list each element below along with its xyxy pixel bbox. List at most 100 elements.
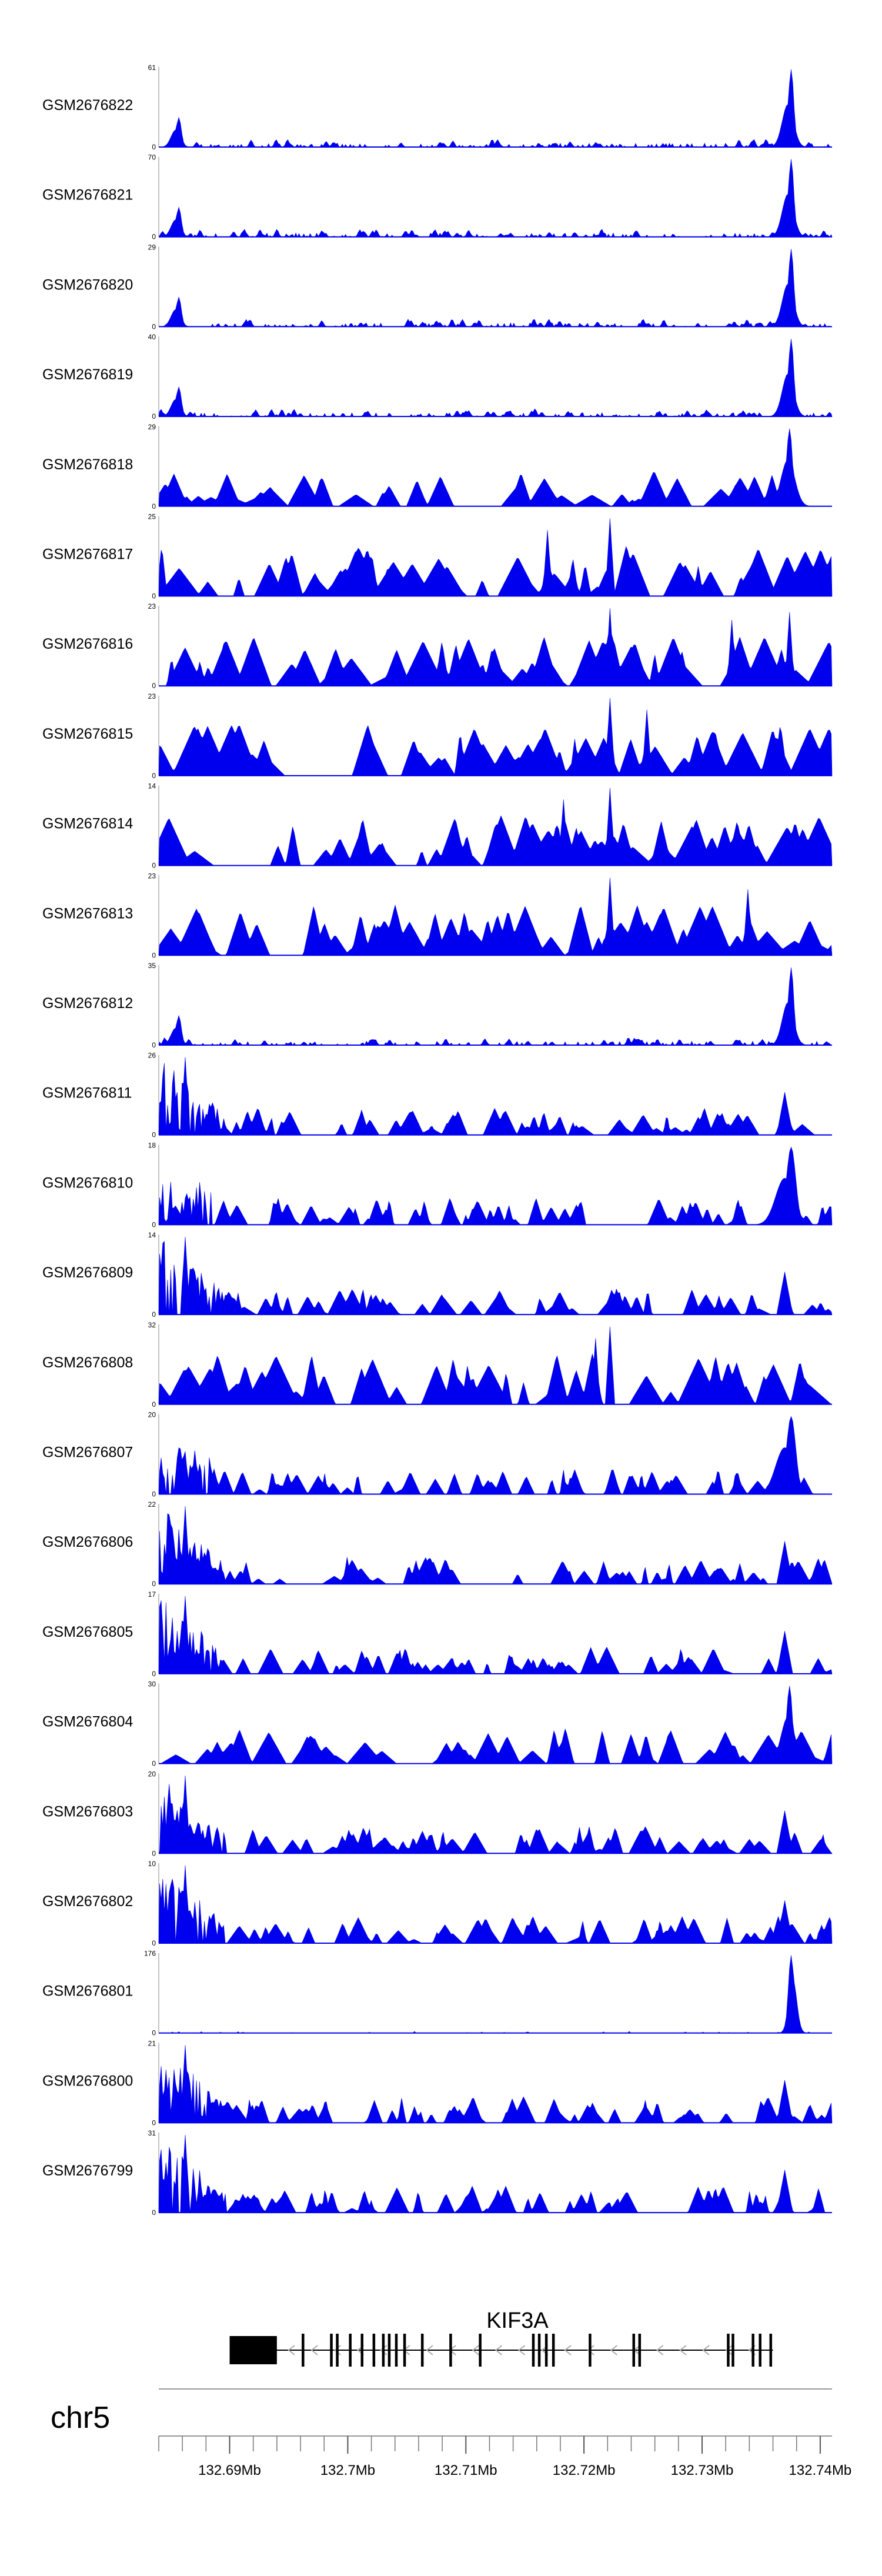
coverage-area xyxy=(158,1776,833,1854)
track-ymax-label: 40 xyxy=(148,333,156,341)
track-ymin-label: 0 xyxy=(152,1580,156,1588)
coverage-area xyxy=(159,608,833,686)
strand-arrow xyxy=(679,2345,687,2355)
track-GSM2676799: GSM2676799 31 0 xyxy=(42,2129,832,2217)
coverage-area xyxy=(159,1955,832,2034)
strand-arrow xyxy=(426,2345,433,2355)
axis-tick-label: 132.73Mb xyxy=(671,2462,734,2478)
coverage-area xyxy=(158,339,833,417)
track-label: GSM2676809 xyxy=(42,1264,133,1281)
track-ymax-label: 17 xyxy=(148,1590,156,1599)
gene-exon xyxy=(552,2334,555,2367)
coverage-area xyxy=(158,1237,833,1315)
track-ymin-label: 0 xyxy=(152,951,156,959)
gene-model-kif3a: KIF3A xyxy=(229,2308,773,2367)
track-ymin-label: 0 xyxy=(152,1760,156,1768)
track-label: GSM2676799 xyxy=(42,2163,133,2179)
track-ymax-label: 25 xyxy=(148,513,156,521)
track-ymax-label: 18 xyxy=(148,1141,156,1149)
track-GSM2676800: GSM2676800 21 0 xyxy=(42,2039,833,2127)
track-label: GSM2676803 xyxy=(42,1803,133,1820)
axis-tick-label: 132.71Mb xyxy=(435,2462,497,2478)
axis-tick-label: 132.7Mb xyxy=(320,2462,375,2478)
track-GSM2676821: GSM2676821 70 0 xyxy=(42,154,833,241)
track-ymax-label: 22 xyxy=(148,1500,156,1509)
track-GSM2676815: GSM2676815 23 0 xyxy=(42,692,833,780)
strand-arrow xyxy=(610,2345,618,2355)
strand-arrow xyxy=(725,2345,733,2355)
track-label: GSM2676811 xyxy=(42,1085,132,1102)
track-ymax-label: 10 xyxy=(148,1860,156,1868)
track-ymin-label: 0 xyxy=(152,1849,156,1857)
strand-arrow xyxy=(587,2345,594,2355)
track-GSM2676804: GSM2676804 30 0 xyxy=(42,1680,833,1768)
gene-exon xyxy=(330,2334,333,2367)
coverage-area xyxy=(158,1146,833,1225)
gene-utr-block xyxy=(229,2336,277,2364)
track-ymin-label: 0 xyxy=(152,233,156,241)
track-ymax-label: 23 xyxy=(148,872,156,880)
track-ymax-label: 32 xyxy=(148,1321,156,1329)
track-label: GSM2676800 xyxy=(42,2073,133,2089)
gene-exon xyxy=(632,2334,636,2367)
gene-exon xyxy=(382,2334,385,2367)
track-ymin-label: 0 xyxy=(152,1670,156,1678)
track-ymax-label: 30 xyxy=(148,1680,156,1689)
gene-exon xyxy=(403,2334,406,2367)
gene-exon xyxy=(420,2334,424,2367)
coverage-area xyxy=(158,1506,833,1584)
track-GSM2676816: GSM2676816 23 0 xyxy=(42,602,833,690)
track-ymin-label: 0 xyxy=(152,2118,156,2127)
track-ymax-label: 14 xyxy=(148,782,156,790)
track-label: GSM2676805 xyxy=(42,1624,133,1640)
track-ymax-label: 61 xyxy=(148,64,156,72)
gene-exon xyxy=(479,2334,482,2367)
track-ymin-label: 0 xyxy=(152,1131,156,1139)
track-GSM2676812: GSM2676812 35 0 xyxy=(42,962,833,1049)
track-GSM2676817: GSM2676817 25 0 xyxy=(42,513,833,600)
track-label: GSM2676822 xyxy=(42,97,133,114)
track-ymin-label: 0 xyxy=(152,1400,156,1409)
track-GSM2676802: GSM2676802 10 0 xyxy=(42,1860,833,1947)
gene-exon xyxy=(395,2334,398,2367)
strand-arrow xyxy=(380,2345,387,2355)
gene-exon xyxy=(387,2334,391,2367)
track-GSM2676819: GSM2676819 40 0 xyxy=(42,333,833,421)
track-label: GSM2676815 xyxy=(42,726,133,742)
track-label: GSM2676820 xyxy=(42,276,133,293)
track-ymax-label: 23 xyxy=(148,602,156,610)
strand-arrow xyxy=(472,2345,479,2355)
gene-exon xyxy=(449,2334,452,2367)
coverage-area xyxy=(158,518,833,596)
track-label: GSM2676821 xyxy=(42,187,133,203)
track-ymax-label: 21 xyxy=(148,2039,156,2047)
strand-arrow xyxy=(310,2345,318,2355)
coverage-area xyxy=(158,428,832,507)
track-GSM2676820: GSM2676820 29 0 xyxy=(42,243,832,331)
track-ymin-label: 0 xyxy=(152,1939,156,1947)
track-ymax-label: 31 xyxy=(148,2129,156,2137)
chromosome-label: chr5 xyxy=(51,2401,110,2435)
gene-exon xyxy=(638,2334,642,2367)
gene-exon xyxy=(372,2334,376,2367)
track-label: GSM2676814 xyxy=(42,816,133,832)
gene-exon xyxy=(302,2334,305,2367)
track-ymin-label: 0 xyxy=(152,412,156,421)
gene-exon xyxy=(731,2334,734,2367)
track-label: GSM2676817 xyxy=(42,546,133,563)
coverage-tracks: GSM2676822610GSM2676821700GSM2676820290G… xyxy=(42,64,833,2217)
strand-arrow xyxy=(495,2345,503,2355)
track-ymax-label: 35 xyxy=(148,962,156,970)
track-label: GSM2676804 xyxy=(42,1714,133,1730)
track-GSM2676810: GSM2676810 18 0 xyxy=(42,1141,833,1229)
track-ymin-label: 0 xyxy=(152,322,156,331)
track-ymax-label: 14 xyxy=(148,1231,156,1239)
coverage-area xyxy=(158,788,833,866)
track-GSM2676809: GSM2676809 14 0 xyxy=(42,1231,833,1319)
track-GSM2676818: GSM2676818 29 0 xyxy=(42,423,832,510)
track-label: GSM2676806 xyxy=(42,1534,133,1550)
gene-exon xyxy=(769,2334,773,2367)
track-label: GSM2676818 xyxy=(42,456,133,473)
track-label: GSM2676810 xyxy=(42,1174,133,1191)
gene-exon xyxy=(544,2334,548,2367)
